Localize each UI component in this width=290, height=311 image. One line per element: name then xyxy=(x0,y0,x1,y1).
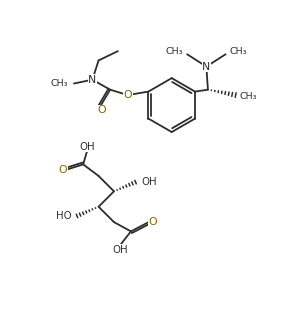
Text: O: O xyxy=(148,217,157,227)
Text: CH₃: CH₃ xyxy=(166,47,183,56)
Text: O: O xyxy=(59,165,68,175)
Text: OH: OH xyxy=(141,177,157,187)
Text: O: O xyxy=(97,105,106,115)
Text: HO: HO xyxy=(56,211,72,221)
Text: N: N xyxy=(202,62,211,72)
Text: CH₃: CH₃ xyxy=(229,47,247,56)
Text: CH₃: CH₃ xyxy=(50,79,68,88)
Text: CH₃: CH₃ xyxy=(240,92,257,101)
Text: OH: OH xyxy=(79,142,95,152)
Text: N: N xyxy=(88,75,97,85)
Text: O: O xyxy=(124,90,132,100)
Text: OH: OH xyxy=(112,245,128,255)
